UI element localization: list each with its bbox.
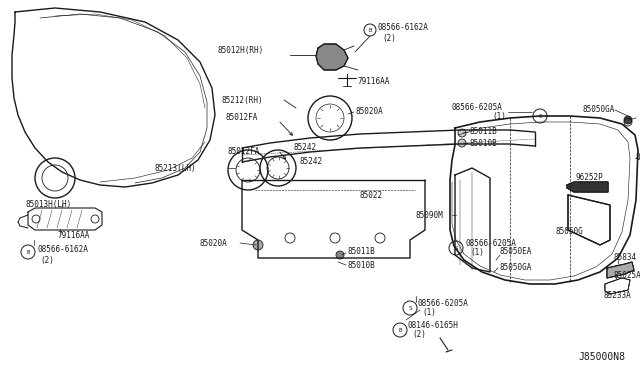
Text: 85010B: 85010B	[470, 138, 498, 148]
Text: 85050G: 85050G	[556, 228, 584, 237]
Text: 85242: 85242	[294, 144, 317, 153]
Circle shape	[458, 139, 466, 147]
Text: 85213(LH): 85213(LH)	[154, 164, 196, 173]
Text: 79116AA: 79116AA	[358, 77, 390, 87]
Polygon shape	[607, 262, 634, 278]
Text: 85050EA: 85050EA	[500, 247, 532, 257]
Text: 85242: 85242	[300, 157, 323, 167]
Text: 08146-6165H: 08146-6165H	[408, 321, 459, 330]
Text: 08566-6162A: 08566-6162A	[378, 23, 429, 32]
Text: 85050GA: 85050GA	[582, 106, 615, 115]
Text: 85012FA: 85012FA	[226, 113, 259, 122]
Circle shape	[624, 116, 632, 124]
Polygon shape	[605, 278, 630, 294]
Text: (2): (2)	[382, 33, 396, 42]
Text: B: B	[26, 250, 29, 254]
Polygon shape	[316, 44, 348, 70]
Circle shape	[458, 129, 466, 137]
Polygon shape	[567, 182, 608, 192]
Text: 79116AA: 79116AA	[58, 231, 90, 241]
Text: S: S	[454, 246, 458, 250]
Text: 08566-6205A: 08566-6205A	[418, 299, 469, 308]
Text: 85012FA: 85012FA	[228, 148, 260, 157]
Text: 85013H(LH): 85013H(LH)	[25, 199, 71, 208]
Text: B: B	[398, 327, 402, 333]
Text: (2): (2)	[412, 330, 426, 340]
Text: 85011B: 85011B	[470, 128, 498, 137]
Text: 85834: 85834	[614, 253, 637, 263]
Text: 85212(RH): 85212(RH)	[222, 96, 264, 105]
Polygon shape	[607, 262, 634, 278]
Text: 08566-6205A: 08566-6205A	[465, 240, 516, 248]
Text: (1): (1)	[492, 112, 506, 122]
Text: 96252P: 96252P	[576, 173, 604, 183]
Text: 85025A: 85025A	[614, 270, 640, 279]
Polygon shape	[605, 278, 630, 294]
Text: (1): (1)	[422, 308, 436, 317]
Text: 85010B: 85010B	[348, 260, 376, 269]
Polygon shape	[568, 195, 610, 245]
Text: (1): (1)	[470, 248, 484, 257]
Text: 85020A: 85020A	[355, 108, 383, 116]
Text: B: B	[369, 28, 372, 32]
Text: 08566-6162A: 08566-6162A	[37, 246, 88, 254]
Text: 85012H(RH): 85012H(RH)	[218, 45, 264, 55]
Text: 85090M: 85090M	[416, 211, 444, 219]
Polygon shape	[567, 182, 608, 192]
Text: 85022: 85022	[360, 192, 383, 201]
Circle shape	[253, 240, 263, 250]
Circle shape	[336, 251, 344, 259]
Text: 85011B: 85011B	[348, 247, 376, 257]
Text: 85233A: 85233A	[604, 292, 632, 301]
Text: 08566-6205A: 08566-6205A	[451, 103, 502, 112]
Text: (2): (2)	[40, 256, 54, 264]
Text: 85050GA: 85050GA	[500, 263, 532, 273]
Text: J85000N8: J85000N8	[578, 352, 625, 362]
Text: 85050: 85050	[635, 154, 640, 163]
Text: 85020A: 85020A	[200, 238, 228, 247]
Text: S: S	[408, 305, 412, 311]
Text: S: S	[538, 113, 541, 119]
